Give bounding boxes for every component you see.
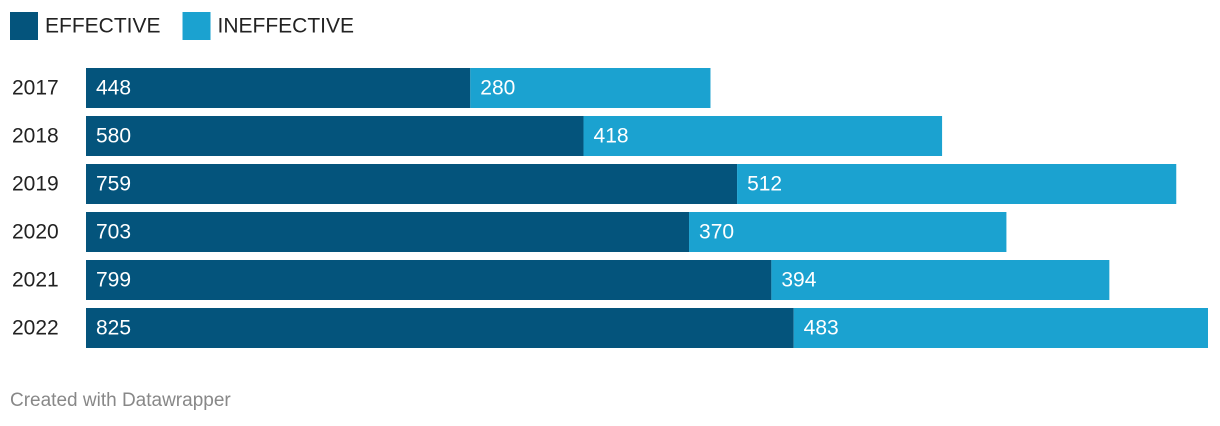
credit: Created with Datawrapper [10,390,231,411]
value-label: 370 [699,221,734,244]
value-label: 394 [781,269,816,292]
category-label: 2020 [12,221,59,244]
bar-segment [86,68,471,108]
bar-segment [737,164,1177,204]
value-label: 703 [96,221,131,244]
value-label: 418 [594,125,629,148]
category-label: 2021 [12,269,59,292]
value-label: 759 [96,173,131,196]
value-label: 825 [96,317,131,340]
legend-swatch [10,12,38,40]
legend-swatch [182,12,211,40]
bar-segment [793,308,1208,348]
bar-segment [86,116,584,156]
bar-segment [86,164,738,204]
bar-segment [86,212,690,252]
legend-label: EFFECTIVE [45,15,161,38]
category-label: 2019 [12,173,59,196]
value-label: 483 [804,317,839,340]
legend-label: INEFFECTIVE [218,15,355,38]
value-label: 799 [96,269,131,292]
value-label: 448 [96,77,131,100]
category-label: 2022 [12,317,59,340]
bar-segment [470,68,711,108]
bar-segment [689,212,1007,252]
bar-segment [86,260,772,300]
category-label: 2018 [12,125,59,148]
value-label: 280 [480,77,515,100]
value-label: 512 [747,173,782,196]
category-label: 2017 [12,77,59,100]
bar-segment [583,116,943,156]
bar-segment [771,260,1110,300]
bar-segment [86,308,794,348]
value-label: 580 [96,125,131,148]
